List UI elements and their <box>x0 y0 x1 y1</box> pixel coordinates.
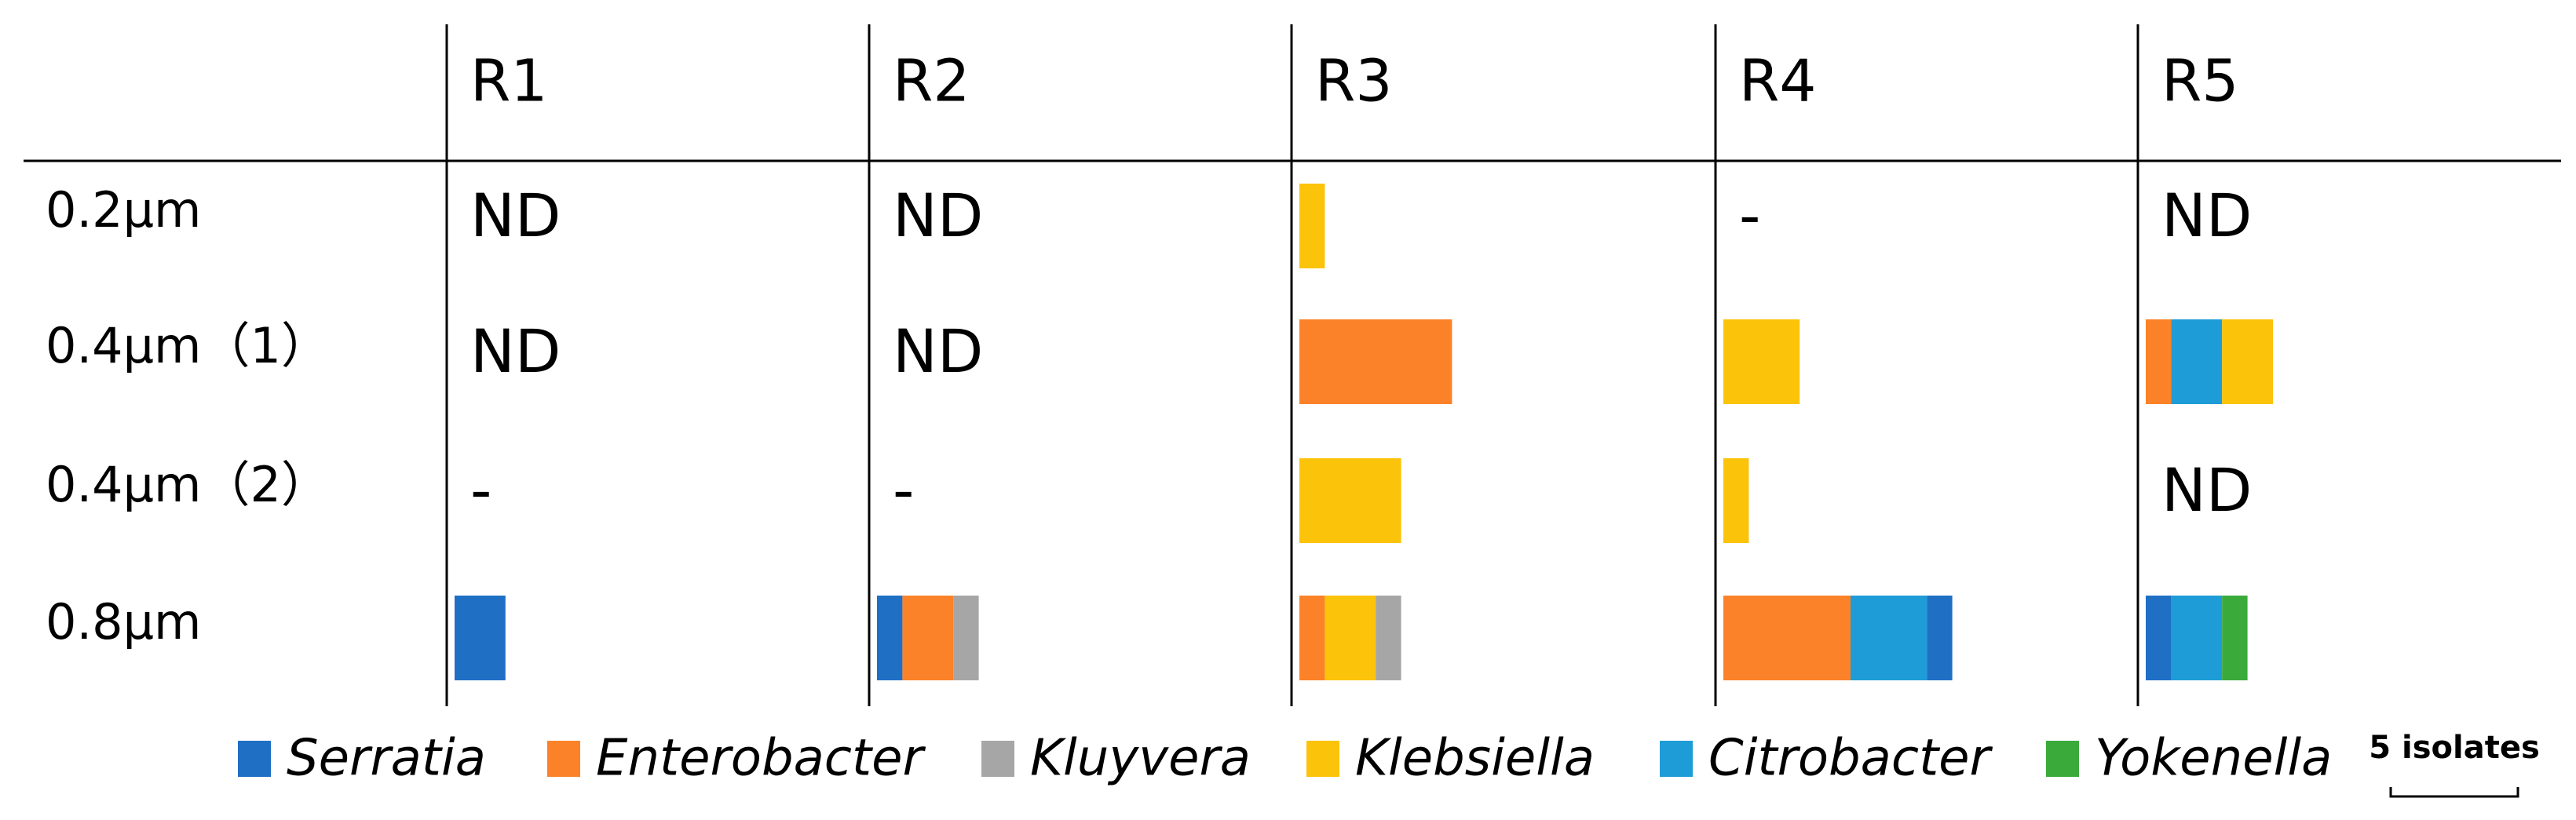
cell-label: - <box>893 455 914 525</box>
bar-segment <box>2146 596 2172 680</box>
bar-segment <box>1927 596 1953 680</box>
column-header: R3 <box>1315 48 1393 115</box>
legend-label: Serratia <box>287 730 486 788</box>
row-label: 0.2μm <box>46 181 201 239</box>
bar-segment <box>2222 596 2248 680</box>
cell-label: - <box>1739 180 1760 250</box>
bar-segment <box>1299 458 1401 543</box>
bar-segment <box>902 596 954 680</box>
legend-label: Citrobacter <box>1708 730 1993 788</box>
cell-label: - <box>470 455 491 525</box>
cell-label: ND <box>893 180 983 250</box>
legend-swatch <box>238 741 271 777</box>
cell-label: ND <box>2161 455 2252 525</box>
scale-bar <box>2389 787 2519 798</box>
bar-segment <box>1299 319 1452 404</box>
bar-segment <box>953 596 979 680</box>
legend-swatch <box>981 741 1014 777</box>
bar-segment <box>2222 319 2273 404</box>
bar-segment <box>1723 319 1800 404</box>
legend-label: Kluyvera <box>1030 730 1251 788</box>
legend-label: Yokenella <box>2095 730 2332 788</box>
bar-segment <box>1723 458 1749 543</box>
bar-segment <box>2146 319 2172 404</box>
bar-segment <box>877 596 903 680</box>
bar-segment <box>455 596 506 680</box>
cell-label: ND <box>470 316 561 386</box>
legend-swatch <box>1306 741 1339 777</box>
row-label: 0.4μm（1） <box>46 317 330 374</box>
column-header: R5 <box>2161 48 2239 115</box>
bar-segment <box>1851 596 1927 680</box>
legend-label: Klebsiella <box>1355 730 1595 788</box>
bar-segment <box>1723 596 1851 680</box>
bar-segment <box>1299 596 1325 680</box>
cell-label: ND <box>2161 180 2252 250</box>
legend-swatch <box>1660 741 1693 777</box>
bar-segment <box>2171 596 2223 680</box>
bar-segment <box>2171 319 2223 404</box>
legend-swatch <box>547 741 580 777</box>
scale-label: 5 isolates <box>2369 730 2540 766</box>
column-header: R1 <box>470 48 548 115</box>
bar-segment <box>1299 184 1325 268</box>
legend-swatch <box>2046 741 2079 777</box>
row-label: 0.4μm（2） <box>46 456 330 513</box>
cell-label: ND <box>470 180 561 250</box>
column-header: R2 <box>893 48 970 115</box>
column-header: R4 <box>1739 48 1817 115</box>
bar-segment <box>1376 596 1401 680</box>
bar-segment <box>1325 596 1376 680</box>
row-label: 0.8μm <box>46 593 201 651</box>
legend-label: Enterobacter <box>596 730 926 788</box>
cell-label: ND <box>893 316 983 386</box>
